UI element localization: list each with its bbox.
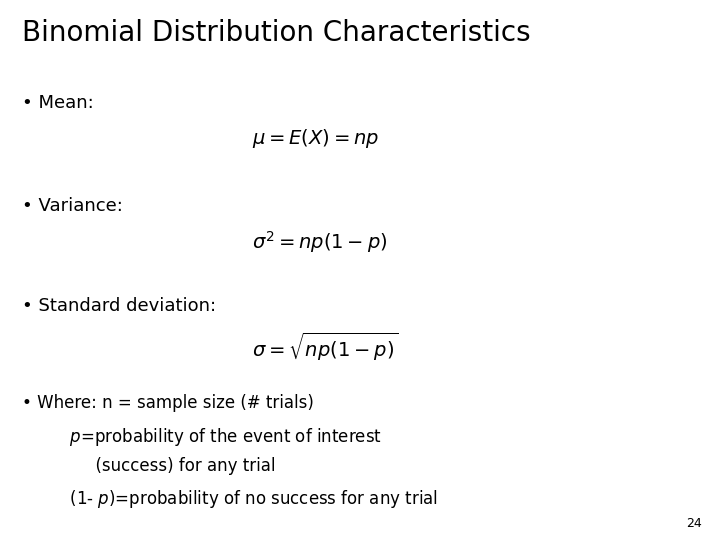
- Text: (1- $p$)=probability of no success for any trial: (1- $p$)=probability of no success for a…: [22, 488, 438, 510]
- Text: (success) for any trial: (success) for any trial: [22, 457, 275, 475]
- Text: • Variance:: • Variance:: [22, 197, 122, 215]
- Text: • Standard deviation:: • Standard deviation:: [22, 297, 216, 315]
- Text: • Mean:: • Mean:: [22, 94, 94, 112]
- Text: 24: 24: [686, 517, 702, 530]
- Text: $\sigma = \sqrt{np(1-p)}$: $\sigma = \sqrt{np(1-p)}$: [252, 330, 398, 363]
- Text: • Where: n = sample size (# trials): • Where: n = sample size (# trials): [22, 394, 313, 412]
- Text: $\mu = E(X) = np$: $\mu = E(X) = np$: [252, 127, 379, 150]
- Text: Binomial Distribution Characteristics: Binomial Distribution Characteristics: [22, 19, 530, 47]
- Text: $\sigma^2 = np(1 - p)$: $\sigma^2 = np(1 - p)$: [252, 230, 387, 255]
- Text: $p$=probability of the event of interest: $p$=probability of the event of interest: [22, 426, 382, 448]
